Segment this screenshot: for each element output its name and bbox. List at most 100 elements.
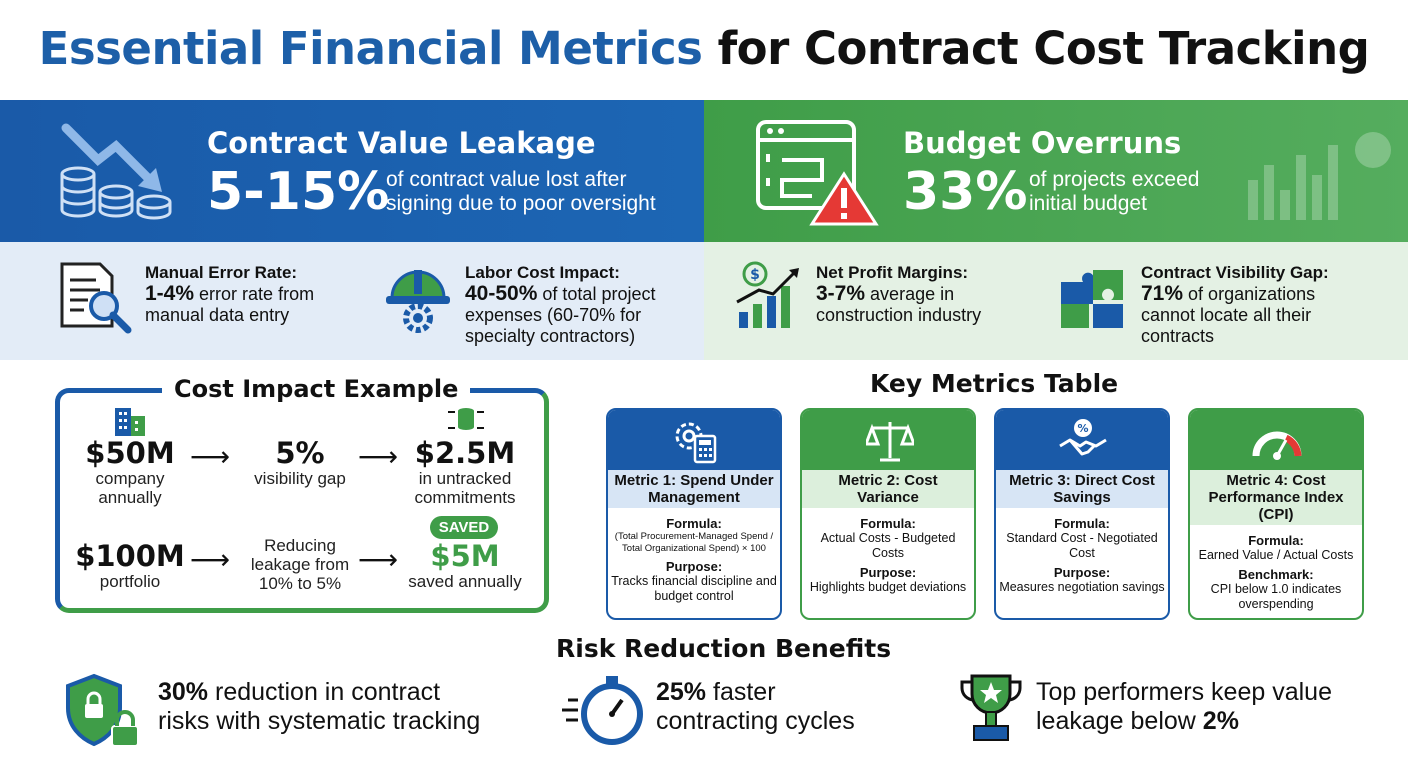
banner-right-value: 33% — [903, 162, 1028, 222]
cost-impact-title: Cost Impact Example — [162, 375, 471, 403]
stat-label: Contract Visibility Gap: — [1141, 263, 1329, 282]
stat-pct: 1-4% — [145, 282, 195, 305]
cost-value: $5M — [430, 539, 500, 573]
stat-line: specialty contractors) — [465, 326, 636, 346]
stat-pct: 71% — [1141, 282, 1184, 305]
metric-name: Metric 1: Spend Under Management — [608, 470, 780, 508]
banner-right-heading: Budget Overruns — [903, 126, 1182, 160]
stat-line: construction industry — [816, 305, 982, 325]
risk-text: contracting cycles — [656, 707, 855, 735]
arrow-icon: ⟶ — [358, 544, 399, 575]
cost-text: saved annually — [408, 572, 522, 591]
risk-strong: 2% — [1202, 707, 1239, 735]
stat-line: contracts — [1141, 326, 1215, 346]
stat-line: cannot locate all their — [1141, 305, 1312, 325]
purpose-label: Purpose: — [859, 565, 917, 580]
banner-left-desc: of contract value lost after signing due… — [386, 168, 656, 216]
arrow-icon: ⟶ — [190, 441, 231, 472]
cost-value: $100M — [75, 539, 185, 573]
metrics-table-title: Key Metrics Table — [870, 369, 1119, 398]
risk-text: faster — [713, 678, 776, 706]
handshake-percent-icon: % — [1059, 419, 1107, 456]
formula-label: Formula: — [1054, 516, 1110, 531]
cost-text: commitments — [414, 488, 516, 507]
cost-item-untracked: $2.5M in untracked commitments — [400, 437, 530, 507]
purpose-label: Purpose: — [665, 559, 723, 574]
stat-labor-cost: Labor Cost Impact: 40-50% of total proje… — [465, 262, 655, 347]
title-dark: for Contract Cost Tracking — [717, 22, 1370, 75]
cost-item-portfolio: $100M portfolio — [70, 540, 190, 591]
formula-text: Earned Value / Actual Costs — [1198, 548, 1354, 562]
purpose-text: Highlights budget deviations — [809, 580, 967, 594]
stat-line: average in — [870, 284, 955, 304]
gear-calculator-icon — [675, 422, 717, 464]
metric-card-3: % Metric 3: Direct Cost Savings Formula:… — [994, 408, 1170, 620]
arrow-icon: ⟶ — [358, 441, 399, 472]
metric-card-2: Metric 2: Cost Variance Formula: Actual … — [800, 408, 976, 620]
cost-item-gap: 5% visibility gap — [240, 437, 360, 488]
banner-left-line1: of contract value lost after — [386, 168, 627, 191]
metric-name: Metric 4: Cost Performance Index (CPI) — [1190, 470, 1362, 525]
banner-budget-overruns: Budget Overruns 33% of projects exceed i… — [704, 100, 1408, 242]
cost-item-saved: $5M saved annually — [400, 540, 530, 591]
metric-card-4: Metric 4: Cost Performance Index (CPI) F… — [1188, 408, 1364, 620]
profit-chart-icon: $ — [736, 261, 799, 328]
stat-pct: 40-50% — [465, 282, 538, 305]
risk-text: leakage below — [1036, 707, 1196, 735]
banner-right-desc: of projects exceed initial budget — [1029, 168, 1199, 216]
risk-text: Top performers keep value — [1036, 678, 1332, 706]
shield-lock-icon — [66, 673, 139, 747]
stat-manual-error: Manual Error Rate: 1-4% error rate from … — [145, 262, 314, 326]
stat-net-profit: Net Profit Margins: 3-7% average in cons… — [816, 262, 981, 326]
risk-text: reduction in contract — [215, 678, 441, 706]
cost-text: Reducing — [264, 536, 336, 555]
stat-line: manual data entry — [145, 305, 290, 325]
metric-card-1: Metric 1: Spend Under Management Formula… — [606, 408, 782, 620]
purpose-label: Purpose: — [1053, 565, 1111, 580]
risk-title: Risk Reduction Benefits — [556, 634, 892, 663]
stat-line: error rate from — [199, 284, 315, 304]
purpose-text: Tracks financial discipline and budget c… — [611, 574, 777, 603]
banner-contract-leakage: Contract Value Leakage 5-15% of contract… — [0, 100, 704, 242]
risk-text: risks with systematic tracking — [158, 707, 481, 735]
stat-label: Manual Error Rate: — [145, 263, 298, 282]
banner-left-line2: signing due to poor oversight — [386, 192, 656, 215]
document-magnifier-icon — [60, 262, 132, 334]
trophy-icon — [960, 674, 1022, 741]
cost-text: company — [95, 469, 165, 488]
formula-label: Formula: — [666, 516, 722, 531]
stat-line: of total project — [542, 284, 656, 304]
puzzle-icon — [1061, 270, 1123, 328]
formula-text: Actual Costs - Budgeted Costs — [820, 531, 956, 560]
banner-right-line1: of projects exceed — [1029, 168, 1200, 191]
formula-label: Formula: — [860, 516, 916, 531]
banner-right-line2: initial budget — [1029, 192, 1147, 215]
formula-label: Formula: — [1248, 533, 1304, 548]
banner-left-heading: Contract Value Leakage — [207, 126, 596, 160]
page-title: Essential Financial Metrics for Contract… — [0, 22, 1408, 75]
title-blue: Essential Financial Metrics — [38, 22, 703, 75]
saved-badge: SAVED — [430, 516, 498, 539]
metric-name: Metric 2: Cost Variance — [802, 470, 974, 508]
scales-icon — [866, 422, 914, 462]
gauge-icon — [1252, 431, 1302, 460]
risk-item-3: Top performers keep value leakage below … — [1036, 678, 1332, 736]
risk-strong: 30% — [158, 678, 209, 706]
stat-label: Labor Cost Impact: — [465, 263, 620, 282]
risk-strong: 25% — [656, 678, 707, 706]
cost-text: in untracked — [418, 469, 512, 488]
flowchart-warning-icon — [756, 120, 879, 226]
benchmark-label: Benchmark: — [1238, 567, 1314, 582]
stat-visibility-gap: Contract Visibility Gap: 71% of organiza… — [1141, 262, 1329, 347]
cost-text: annually — [98, 488, 162, 507]
coins-down-icon — [60, 123, 172, 220]
benchmark-text: CPI below 1.0 indicates overspending — [1210, 582, 1342, 611]
cost-text: 10% to 5% — [258, 574, 342, 593]
metric-name: Metric 3: Direct Cost Savings — [996, 470, 1168, 508]
risk-item-1: 30% reduction in contract risks with sys… — [158, 678, 480, 736]
cost-text: leakage from — [250, 555, 350, 574]
building-icon — [115, 408, 145, 436]
cost-value: 5% — [275, 436, 325, 470]
database-arrows-icon — [448, 408, 484, 430]
stat-pct: 3-7% — [816, 282, 866, 305]
